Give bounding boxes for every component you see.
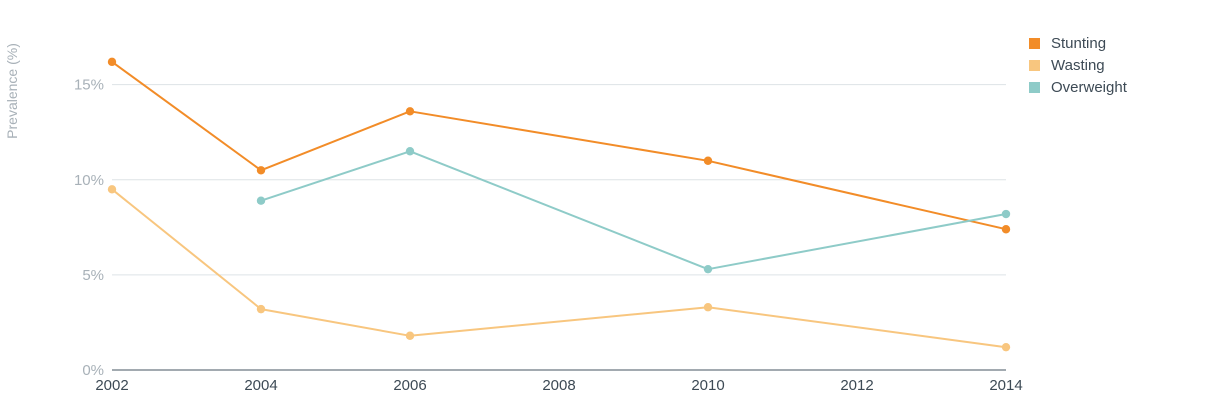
data-point-stunting[interactable] bbox=[1001, 225, 1011, 234]
data-point-stunting[interactable] bbox=[256, 166, 266, 175]
legend: Stunting Wasting Overweight bbox=[1029, 35, 1128, 96]
axes: 0% 5% 10% 15% 2002 2004 2006 2008 2010 2012 2014 Pr… bbox=[4, 43, 1023, 394]
data-point-wasting[interactable] bbox=[405, 331, 415, 340]
y-tick-label: 5% bbox=[82, 267, 104, 284]
legend-label-overweight[interactable]: Overweight bbox=[1051, 79, 1128, 96]
data-point-wasting[interactable] bbox=[107, 185, 117, 194]
x-tick-label: 2010 bbox=[691, 377, 724, 394]
x-tick-label: 2004 bbox=[244, 377, 277, 394]
x-tick-label: 2008 bbox=[542, 377, 575, 394]
y-axis-title: Prevalence (%) bbox=[4, 43, 20, 139]
legend-label-wasting[interactable]: Wasting bbox=[1051, 57, 1105, 74]
data-point-wasting[interactable] bbox=[256, 304, 266, 314]
x-tick-label: 2006 bbox=[393, 377, 426, 394]
grid-lines bbox=[112, 84, 1006, 276]
legend-swatch-overweight bbox=[1029, 82, 1040, 93]
legend-swatch-stunting bbox=[1029, 38, 1040, 49]
data-point-wasting[interactable] bbox=[703, 303, 713, 312]
data-point-stunting[interactable] bbox=[107, 57, 117, 67]
legend-label-stunting[interactable]: Stunting bbox=[1051, 35, 1106, 52]
data-point-stunting[interactable] bbox=[405, 107, 415, 116]
data-point-stunting[interactable] bbox=[703, 156, 713, 165]
series-line-stunting bbox=[111, 60, 1007, 231]
data-point-wasting[interactable] bbox=[1001, 342, 1011, 352]
data-point-overweight[interactable] bbox=[256, 196, 266, 205]
y-tick-label: 15% bbox=[74, 77, 104, 94]
data-point-overweight[interactable] bbox=[703, 264, 713, 274]
legend-swatch-wasting bbox=[1029, 60, 1040, 71]
series-lines bbox=[111, 60, 1007, 349]
x-tick-label: 2012 bbox=[840, 377, 873, 394]
y-tick-label: 10% bbox=[74, 172, 104, 189]
data-point-overweight[interactable] bbox=[405, 147, 415, 156]
y-tick-label: 0% bbox=[82, 362, 104, 379]
x-tick-label: 2002 bbox=[95, 377, 128, 394]
series-line-overweight bbox=[260, 150, 1007, 271]
series-line-wasting bbox=[111, 188, 1007, 349]
data-point-overweight[interactable] bbox=[1001, 209, 1011, 219]
x-tick-label: 2014 bbox=[989, 377, 1022, 394]
data-points bbox=[107, 57, 1011, 352]
